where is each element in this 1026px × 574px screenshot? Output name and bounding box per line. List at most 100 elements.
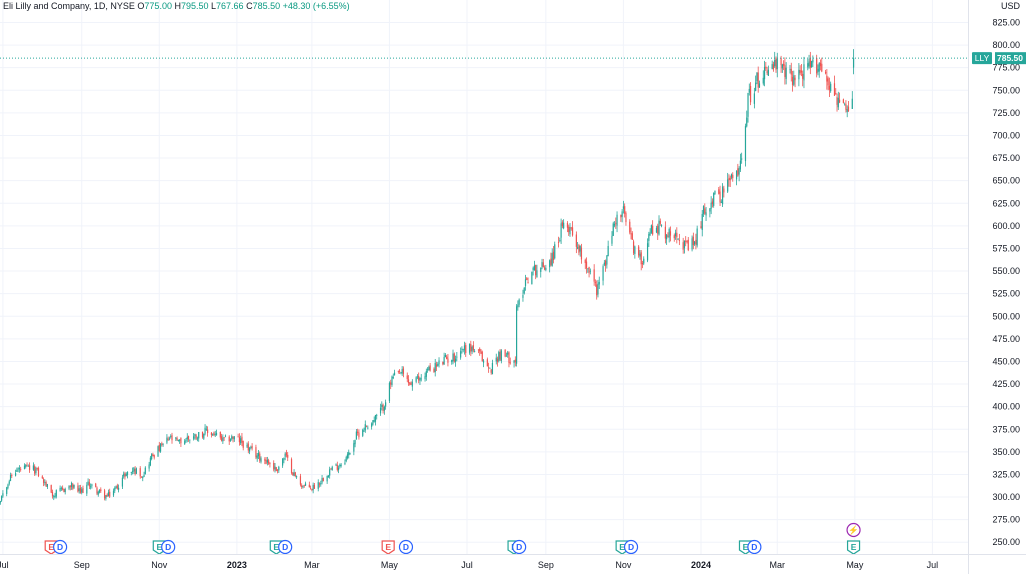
candle (409, 382, 411, 386)
candle-body (643, 258, 645, 264)
earnings-marker[interactable]: E (381, 540, 395, 555)
candle-body (694, 241, 696, 245)
dividend-marker[interactable]: D (53, 539, 68, 555)
dividend-marker[interactable]: D (747, 539, 762, 555)
candle-body (426, 369, 429, 371)
candle-body (444, 355, 446, 358)
candle-body (781, 64, 783, 69)
candle-body (116, 485, 118, 489)
candle-body (212, 433, 214, 435)
candle (149, 455, 151, 467)
candle-body (650, 225, 652, 233)
candle (852, 49, 855, 75)
candle-body (215, 432, 218, 436)
candle (456, 351, 458, 362)
candle-body (308, 484, 310, 488)
legend-close-value: 785.50 (252, 1, 281, 11)
candle-body (185, 439, 187, 441)
candle-body (729, 177, 731, 181)
candle-body (28, 465, 31, 471)
candle-body (580, 247, 583, 260)
candle-body (559, 240, 561, 241)
candle (596, 280, 598, 300)
candle (664, 221, 666, 244)
candle-body (437, 364, 439, 366)
candle (763, 60, 766, 87)
candle-body (194, 433, 196, 436)
x-tick-label: Sep (74, 560, 90, 570)
candle (452, 349, 454, 365)
candle (566, 221, 569, 233)
candle-body (775, 58, 777, 70)
candle-body (274, 466, 276, 470)
candle-body (381, 404, 383, 408)
candle (578, 243, 580, 256)
candle (447, 353, 449, 367)
y-tick-label: 750.00 (992, 85, 1020, 95)
candle (397, 370, 399, 374)
candle (142, 475, 144, 482)
dividend-marker[interactable]: D (278, 539, 293, 555)
candle-body (602, 266, 604, 281)
candle-body (72, 484, 74, 489)
candle-body (543, 267, 546, 270)
candle (79, 484, 82, 494)
candle (683, 240, 686, 254)
candle (428, 365, 430, 371)
candle (766, 66, 768, 75)
candle (674, 229, 677, 240)
candle (794, 74, 796, 88)
candle-body (180, 438, 182, 444)
candle-body (563, 222, 565, 229)
candle (821, 57, 823, 73)
currency-label[interactable]: USD (1000, 1, 1020, 11)
candle-body (257, 452, 260, 457)
candle-body (131, 471, 134, 472)
dividend-marker[interactable]: D (512, 539, 527, 555)
candle (776, 52, 778, 78)
candle (793, 70, 795, 87)
candle-body (376, 414, 378, 416)
grid-lines (0, 0, 968, 554)
candle-body (69, 486, 71, 488)
candle (340, 463, 342, 468)
dividend-marker[interactable]: D (398, 539, 414, 555)
candle-body (90, 486, 92, 488)
candle-body (443, 356, 445, 365)
earnings-marker[interactable]: E (846, 540, 861, 555)
candle-body (6, 487, 8, 494)
candle (268, 458, 270, 465)
candle (399, 369, 401, 374)
candle-body (641, 263, 644, 265)
candle (615, 217, 617, 229)
candle (304, 481, 307, 487)
candle-body (828, 85, 831, 90)
candle (719, 185, 721, 207)
candle-body (247, 443, 249, 451)
candle-body (140, 477, 143, 478)
candle (198, 431, 200, 442)
candle (26, 462, 28, 467)
legend-open-label: O (137, 1, 145, 11)
candle-body (125, 473, 127, 477)
candle-body (26, 465, 28, 467)
x-tick-label: Mar (770, 560, 786, 570)
candle (241, 432, 243, 447)
candle (229, 438, 232, 442)
event-marker[interactable]: ⚡ (846, 522, 861, 538)
candle (451, 359, 453, 365)
dividend-marker[interactable]: D (161, 539, 176, 555)
candle-body (442, 361, 444, 365)
candle-body (171, 435, 173, 441)
y-tick-label: 675.00 (992, 153, 1020, 163)
candle-body (184, 440, 186, 445)
candle (152, 452, 154, 457)
candle (32, 462, 35, 471)
candle (442, 361, 444, 366)
candle-body (714, 190, 716, 194)
dividend-marker[interactable]: D (623, 539, 639, 555)
candle (362, 428, 364, 438)
candle-body (488, 367, 490, 369)
